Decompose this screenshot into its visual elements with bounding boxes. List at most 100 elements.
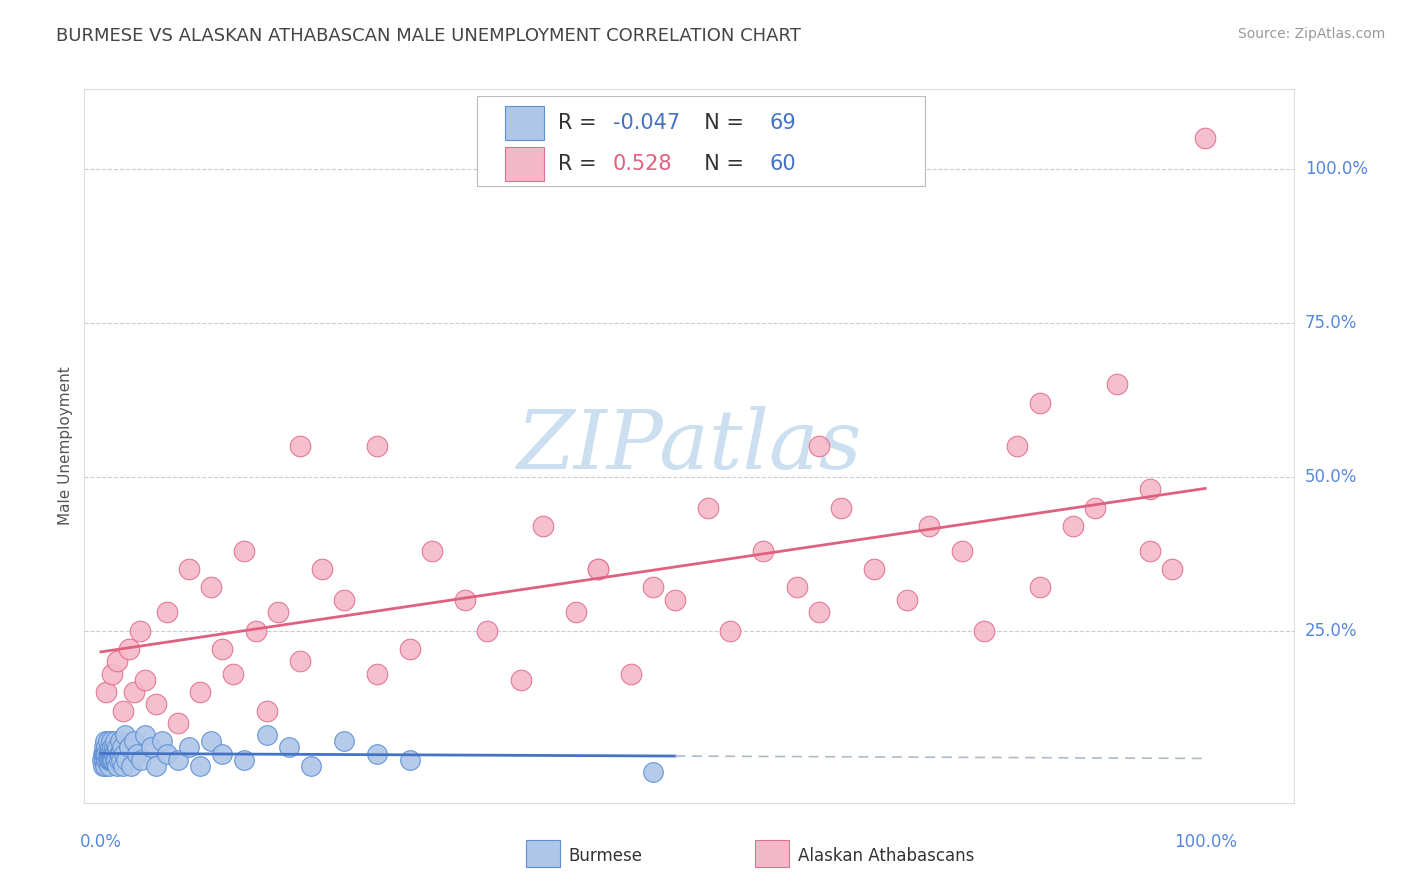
- Point: [127, 747, 149, 761]
- Point: [420, 543, 443, 558]
- Point: [256, 704, 278, 718]
- Point: [122, 734, 145, 748]
- Point: [1161, 562, 1184, 576]
- Point: [564, 605, 586, 619]
- Point: [98, 740, 121, 755]
- Text: Burmese: Burmese: [568, 847, 643, 865]
- Point: [96, 747, 118, 761]
- Point: [94, 734, 117, 748]
- Point: [97, 759, 120, 773]
- Point: [114, 728, 136, 742]
- Point: [830, 500, 852, 515]
- Point: [139, 740, 162, 755]
- Point: [1007, 439, 1029, 453]
- Text: 0.0%: 0.0%: [80, 833, 122, 851]
- FancyBboxPatch shape: [478, 96, 925, 186]
- Text: Source: ZipAtlas.com: Source: ZipAtlas.com: [1237, 27, 1385, 41]
- Point: [1062, 519, 1084, 533]
- Point: [167, 715, 190, 730]
- Text: R =: R =: [558, 113, 603, 133]
- Point: [1028, 581, 1050, 595]
- Point: [333, 734, 356, 748]
- Point: [93, 740, 115, 755]
- FancyBboxPatch shape: [755, 840, 789, 867]
- Y-axis label: Male Unemployment: Male Unemployment: [58, 367, 73, 525]
- Point: [91, 759, 114, 773]
- Point: [179, 562, 201, 576]
- Point: [896, 592, 918, 607]
- FancyBboxPatch shape: [505, 147, 544, 181]
- Point: [1028, 396, 1050, 410]
- Point: [107, 740, 129, 755]
- Point: [786, 581, 808, 595]
- Point: [211, 747, 233, 761]
- Point: [641, 581, 664, 595]
- Point: [399, 642, 422, 657]
- Point: [103, 747, 125, 761]
- Point: [399, 753, 422, 767]
- Point: [107, 753, 129, 767]
- Text: 25.0%: 25.0%: [1305, 622, 1357, 640]
- Point: [718, 624, 741, 638]
- Point: [105, 747, 128, 761]
- Point: [664, 592, 686, 607]
- Point: [1139, 543, 1161, 558]
- Point: [122, 685, 145, 699]
- Point: [107, 654, 129, 668]
- Point: [233, 543, 256, 558]
- Point: [101, 747, 124, 761]
- Point: [200, 581, 222, 595]
- Point: [94, 759, 117, 773]
- Point: [96, 740, 118, 755]
- Point: [299, 759, 322, 773]
- Text: 100.0%: 100.0%: [1174, 833, 1237, 851]
- Text: 60: 60: [770, 154, 797, 174]
- Text: R =: R =: [558, 154, 603, 174]
- Point: [807, 605, 830, 619]
- Point: [256, 728, 278, 742]
- Point: [120, 759, 142, 773]
- Point: [96, 753, 118, 767]
- Point: [211, 642, 233, 657]
- Point: [104, 734, 127, 748]
- Point: [366, 666, 388, 681]
- Point: [108, 734, 131, 748]
- Point: [277, 740, 299, 755]
- Point: [366, 747, 388, 761]
- Point: [128, 624, 150, 638]
- Point: [586, 562, 609, 576]
- Point: [266, 605, 288, 619]
- Point: [150, 734, 173, 748]
- Point: [950, 543, 973, 558]
- Point: [97, 753, 120, 767]
- Point: [100, 734, 122, 748]
- Point: [531, 519, 554, 533]
- Point: [101, 753, 124, 767]
- Text: 100.0%: 100.0%: [1305, 161, 1368, 178]
- Point: [115, 753, 138, 767]
- Point: [454, 592, 477, 607]
- Point: [91, 747, 114, 761]
- Point: [101, 753, 124, 767]
- Point: [129, 753, 152, 767]
- Point: [96, 753, 118, 767]
- Point: [188, 759, 211, 773]
- Point: [188, 685, 211, 699]
- Point: [91, 753, 114, 767]
- Point: [98, 747, 121, 761]
- Point: [100, 753, 122, 767]
- Point: [94, 747, 117, 761]
- Point: [98, 753, 121, 767]
- Point: [111, 740, 134, 755]
- Text: -0.047: -0.047: [613, 113, 681, 133]
- Point: [101, 666, 124, 681]
- Point: [96, 747, 118, 761]
- Point: [311, 562, 333, 576]
- Point: [107, 747, 129, 761]
- Point: [101, 740, 124, 755]
- Point: [134, 673, 156, 687]
- Point: [117, 642, 139, 657]
- Point: [288, 439, 311, 453]
- Point: [288, 654, 311, 668]
- Point: [1194, 131, 1216, 145]
